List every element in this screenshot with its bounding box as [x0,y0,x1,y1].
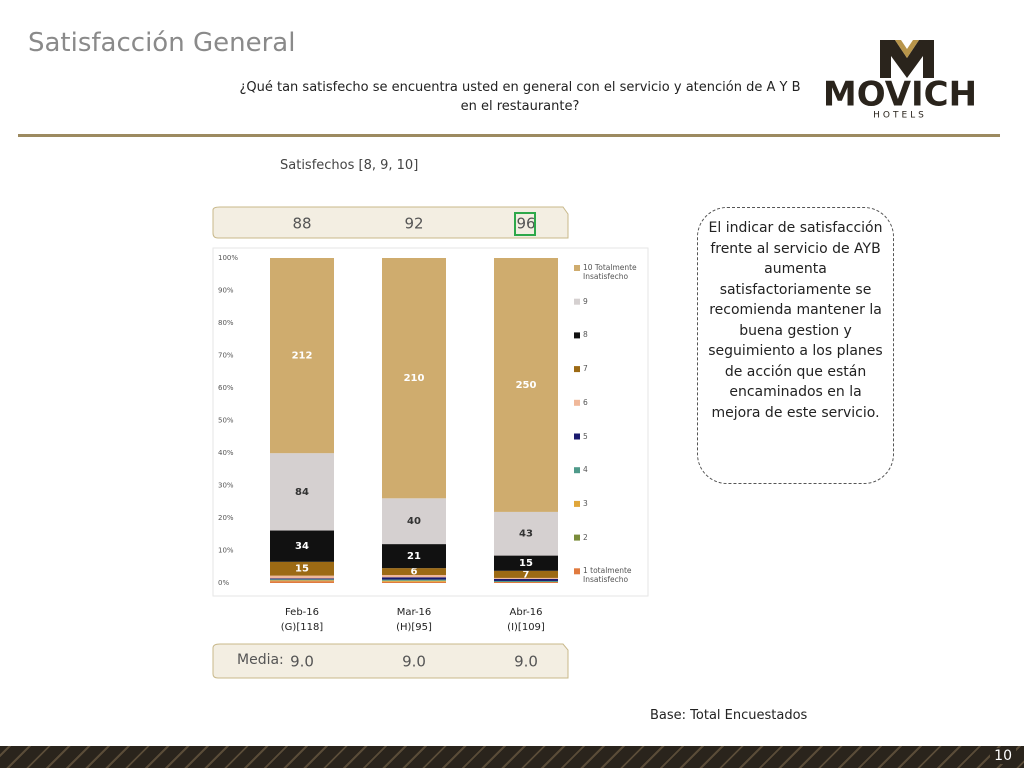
legend-swatch [574,332,580,339]
logo: MOVICH HOTELS [823,40,977,121]
legend-swatch [574,467,580,474]
bar-segment [270,578,334,580]
x-tick-label: Mar-16 [397,607,432,618]
bar-segment [382,580,446,582]
bar-segment [270,580,334,582]
legend-label: 4 [583,465,588,475]
bar-segment [270,530,334,562]
y-tick-label: 100% [218,254,238,262]
bar-segment [494,581,558,583]
bar-segment [494,258,558,512]
y-tick-label: 10% [218,547,234,555]
data-label: 212 [292,351,313,362]
bar-segment [382,568,446,575]
base-note: Base: Total Encuestados [650,708,808,723]
legend-swatch [574,399,580,406]
footer-band [0,746,1024,768]
bar-segment [382,579,446,581]
legend-label: 1 totalmente Insatisfecho [583,566,632,585]
y-tick-label: 80% [218,319,234,327]
media-label: Media: [237,652,284,668]
y-tick-label: 90% [218,287,234,295]
x-tick-base: (I)[109] [507,622,545,633]
x-tick-label: Feb-16 [285,607,319,618]
bar-segment [382,498,446,545]
media-box [212,643,569,679]
satisfied-box [212,206,569,239]
legend-swatch [574,433,580,440]
data-label: 7 [523,569,530,580]
bar-segment [382,544,446,569]
bar-segment [494,511,558,556]
data-label: 210 [404,373,425,384]
legend-label: 5 [583,431,588,441]
media-value: 9.0 [514,653,538,671]
x-tick-label: Abr-16 [510,607,543,618]
y-tick-label: 70% [218,352,234,360]
bar-segment [270,453,334,531]
y-tick-label: 60% [218,384,234,392]
header-rule [18,134,1000,137]
media-value: 9.0 [290,653,314,671]
bar-segment [382,577,446,580]
logo-sub: HOTELS [873,111,927,121]
legend-label: 9 [583,296,588,306]
title: Satisfacción General [28,28,296,58]
highlight-box [514,212,536,236]
data-label: 250 [516,380,537,391]
chart-subtitle: Satisfechos [8, 9, 10] [280,158,419,173]
satisfied-value: 96 [516,215,535,233]
page-number: 10 [990,748,1016,764]
legend-swatch [574,366,580,373]
bar-segment [382,581,446,583]
x-tick-base: (G)[118] [281,622,324,633]
data-label: 21 [407,551,421,562]
legend-label: 10 Totalmente Insatisfecho [583,263,637,281]
legend-label: 7 [583,364,588,374]
question: ¿Qué tan satisfecho se encuentra usted e… [239,80,801,114]
bar-segment [494,570,558,578]
legend-label: 8 [583,330,588,340]
bar-segment [494,555,558,571]
bar-segment [270,579,334,581]
y-tick-label: 50% [218,417,234,425]
data-label: 34 [295,541,309,552]
data-label: 15 [295,564,309,575]
bar-segment [270,258,334,454]
data-label: 15 [519,558,533,569]
data-label: 84 [295,487,309,498]
chart: Media: 0% 10% 20% 30% 40% 50% 60% 70% 80% 90% 100%… [212,206,649,679]
y-tick-label: 40% [218,449,234,457]
bar-segment [494,580,558,582]
legend-swatch [574,568,580,575]
bar-segment [270,575,334,579]
legend-swatch [574,534,580,541]
bar-segment [382,574,446,578]
bar-segment [382,258,446,499]
data-label: 6 [411,567,418,578]
bar-segment [494,577,558,579]
legend-label: 6 [583,397,588,407]
satisfied-value: 92 [404,215,423,233]
legend-swatch [574,500,580,507]
bar-segment [270,581,334,583]
legend-swatch [574,265,580,271]
media-value: 9.0 [402,653,426,671]
bar-segment [494,578,558,581]
data-label: 43 [519,529,533,540]
y-tick-label: 30% [218,482,234,490]
note-box: El indicar de satisfacción frente al ser… [697,207,894,484]
y-tick-label: 0% [218,579,229,587]
y-tick-label: 20% [218,514,234,522]
data-label: 40 [407,516,421,527]
satisfied-value: 88 [292,215,311,233]
plot-frame [212,247,649,597]
x-tick-base: (H)[95] [396,622,432,633]
legend-swatch [574,298,580,305]
logo-name: MOVICH [823,75,977,115]
legend-label: 3 [583,498,588,508]
legend-label: 2 [583,532,588,542]
bar-segment [270,561,334,576]
